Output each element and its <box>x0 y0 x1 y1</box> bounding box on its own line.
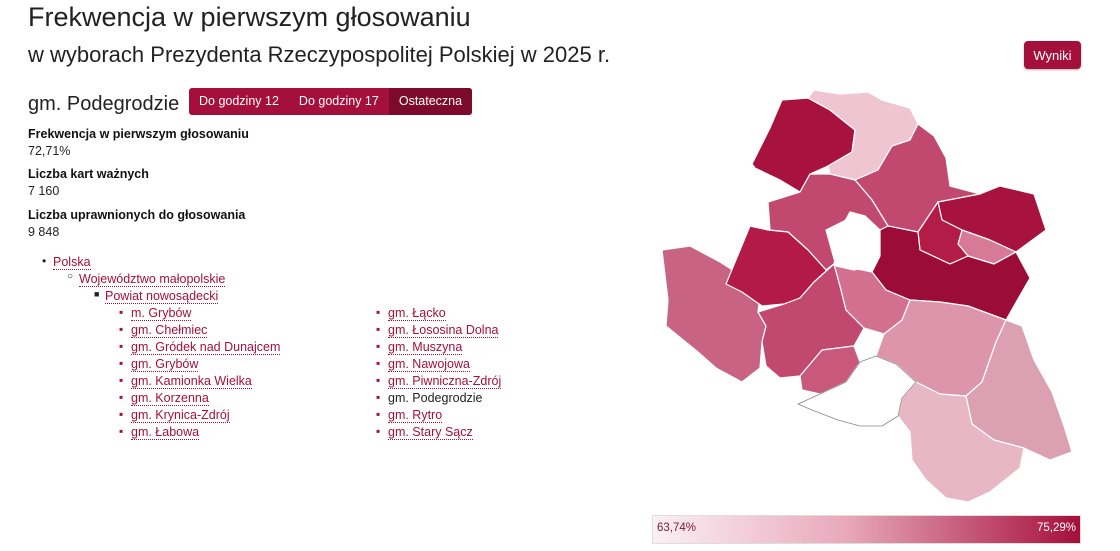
page-subtitle: w wyborach Prezydenta Rzeczypospolitej P… <box>28 42 611 67</box>
list-bullet-icon: ▪ <box>119 424 124 438</box>
list-bullet-icon: ▪ <box>376 339 381 353</box>
list-bullet-icon: ▪ <box>376 356 381 370</box>
list-bullet-icon: ▪ <box>119 356 124 370</box>
list-bullet-icon: ▪ <box>376 305 381 319</box>
map-region-piwniczna[interactable] <box>797 355 917 427</box>
municipality-link[interactable]: gm. Łącko <box>388 306 446 321</box>
municipality-link[interactable]: gm. Łososina Dolna <box>388 323 499 338</box>
municipality-link[interactable]: gm. Krynica-Zdrój <box>131 408 230 423</box>
tab-noon[interactable]: Do godziny 12 <box>189 88 289 115</box>
results-button[interactable]: Wyniki <box>1024 41 1081 69</box>
list-bullet-icon: ▪ <box>119 322 124 336</box>
municipality-link[interactable]: gm. Grybów <box>131 357 199 372</box>
municipality-current: gm. Podegrodzie <box>388 391 483 405</box>
list-bullet-icon: ▪ <box>376 390 381 404</box>
circle-bullet-icon: ○ <box>67 271 74 282</box>
list-bullet-icon: ▪ <box>119 373 124 387</box>
turnout-map <box>661 89 1073 503</box>
list-bullet-icon: ▪ <box>376 373 381 387</box>
breadcrumb-county-link[interactable]: Powiat nowosądecki <box>105 289 219 304</box>
time-tabs: Do godziny 12 Do godziny 17 Ostateczna <box>189 88 473 115</box>
valid-ballots-value: 7 160 <box>28 184 60 198</box>
municipality-link[interactable]: gm. Gródek nad Dunajcem <box>131 340 281 355</box>
list-bullet-icon: ▪ <box>376 322 381 336</box>
map-region-stary-sacz[interactable] <box>757 263 865 379</box>
turnout-value: 72,71% <box>28 144 71 158</box>
breadcrumb-voivodeship-link[interactable]: Województwo małopolskie <box>79 272 226 287</box>
list-bullet-icon: ▪ <box>119 339 124 353</box>
tab-final[interactable]: Ostateczna <box>388 88 473 115</box>
map-region-muszyna[interactable] <box>897 381 1025 503</box>
tab-five-pm[interactable]: Do godziny 17 <box>289 88 389 115</box>
municipality-link[interactable]: gm. Chełmiec <box>131 323 208 338</box>
municipality-link[interactable]: gm. Kamionka Wielka <box>131 374 252 389</box>
legend-min: 63,74% <box>657 522 697 534</box>
legend-max: 75,29% <box>1036 522 1076 534</box>
map-city-hole <box>825 219 873 271</box>
region-name: gm. Podegrodzie <box>28 93 180 115</box>
municipality-link[interactable]: m. Grybów <box>131 306 192 321</box>
eligible-voters-value: 9 848 <box>28 225 60 239</box>
municipality-link[interactable]: gm. Łabowa <box>131 425 200 440</box>
municipality-link[interactable]: gm. Piwniczna-Zdrój <box>388 374 502 389</box>
square-bullet-icon: ■ <box>94 289 100 299</box>
breadcrumb-country-link[interactable]: Polska <box>53 255 91 270</box>
color-legend: 63,74% 75,29% <box>652 515 1081 544</box>
list-bullet-icon: ▪ <box>376 424 381 438</box>
page-title: Frekwencja w pierwszym głosowaniu <box>28 2 471 32</box>
municipality-link[interactable]: gm. Stary Sącz <box>388 425 473 440</box>
municipality-link[interactable]: gm. Nawojowa <box>388 357 470 372</box>
list-bullet-icon: ▪ <box>119 390 124 404</box>
municipality-link[interactable]: gm. Korzenna <box>131 391 209 406</box>
eligible-voters-label: Liczba uprawnionych do głosowania <box>28 208 246 222</box>
municipality-link[interactable]: gm. Rytro <box>388 408 443 423</box>
list-bullet-icon: ▪ <box>119 407 124 421</box>
bullet-icon: • <box>42 254 47 268</box>
turnout-label: Frekwencja w pierwszym głosowaniu <box>28 127 249 141</box>
list-bullet-icon: ▪ <box>376 407 381 421</box>
map-region-east[interactable] <box>965 319 1073 461</box>
municipality-link[interactable]: gm. Muszyna <box>388 340 463 355</box>
list-bullet-icon: ▪ <box>119 305 124 319</box>
valid-ballots-label: Liczba kart ważnych <box>28 167 149 181</box>
